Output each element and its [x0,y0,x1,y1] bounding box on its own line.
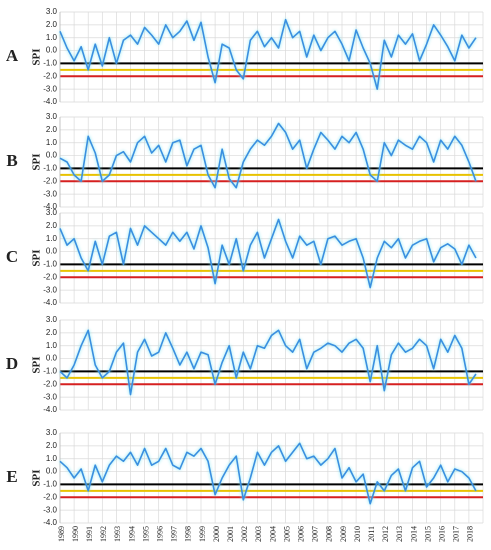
y-axis-label: SPI [31,469,43,486]
y-tick-label: 3.0 [46,7,58,16]
x-tick-label: 2000 [212,526,221,542]
x-tick-label: 1989 [57,526,66,542]
x-tick-label: 2003 [254,526,263,542]
x-tick-label: 2018 [466,526,475,542]
x-tick-label: 2010 [353,526,362,542]
x-tick-label: 2001 [226,526,235,542]
x-tick-label: 1993 [113,526,122,542]
y-tick-label: 3.0 [46,208,58,217]
y-tick-label: 2.0 [46,328,58,337]
x-tick-label: 1991 [85,526,94,542]
y-tick-label: 1.0 [46,341,58,350]
y-tick-label: -4.0 [43,97,57,106]
y-tick-label: -2.0 [43,71,57,80]
y-axis-label: SPI [31,356,43,373]
x-tick-label: 1992 [99,526,108,542]
spi-line [59,122,477,189]
spi-line [59,329,477,396]
y-tick-label: 1.0 [46,33,58,42]
y-tick-label: -4.0 [43,202,57,211]
y-tick-label: 1.0 [46,234,58,243]
y-tick-label: 2.0 [46,125,58,134]
x-tick-label: 2006 [297,526,306,542]
y-tick-label: 1.0 [46,454,58,463]
y-tick-label: -3.0 [43,505,57,514]
y-axis-label: SPI [31,48,43,65]
y-tick-label: 0.0 [46,247,58,256]
x-tick-label: 1990 [71,526,80,542]
panel: 3.0 2.0 1.0 0.0 -1.0 -2.0 -3.0 -4.0 [43,315,484,414]
x-tick-label: 2007 [311,526,320,542]
panel: 3.0 2.0 1.0 0.0 -1.0 -2.0 -3.0 -4.0 [43,7,484,106]
y-tick-label: -2.0 [43,379,57,388]
y-tick-label: -1.0 [43,260,57,269]
y-tick-label: 3.0 [46,112,58,121]
x-tick-label: 2008 [325,526,334,542]
x-tick-label: 2016 [438,526,447,542]
x-tick-label: 1997 [170,526,179,542]
y-tick-label: -4.0 [43,298,57,307]
panel-label: A [6,46,19,65]
y-tick-label: 2.0 [46,441,58,450]
y-tick-label: 2.0 [46,221,58,230]
panel: 3.0 2.0 1.0 0.0 -1.0 -2.0 -3.0 -4.0 [43,428,484,527]
y-tick-label: -1.0 [43,164,57,173]
y-tick-label: 3.0 [46,428,58,437]
x-tick-label: 2004 [268,526,277,542]
spi-line [59,442,477,505]
y-tick-label: -4.0 [43,518,57,527]
y-tick-label: 0.0 [46,151,58,160]
y-tick-label: -2.0 [43,176,57,185]
panel: 3.0 2.0 1.0 0.0 -1.0 -2.0 -3.0 -4.0 [43,208,484,307]
panel-label: E [6,467,17,486]
y-tick-label: 2.0 [46,20,58,29]
panel-label: B [6,151,17,170]
y-tick-label: -2.0 [43,272,57,281]
spi-line [59,218,477,289]
x-tick-label: 2013 [395,526,404,542]
y-tick-label: 3.0 [46,315,58,324]
panel-label: D [6,354,18,373]
spi-line [59,18,477,90]
x-tick-label: 2015 [423,526,432,542]
y-tick-label: -3.0 [43,392,57,401]
x-tick-label: 2009 [339,526,348,542]
x-tick-label: 1998 [184,526,193,542]
y-tick-label: 0.0 [46,467,58,476]
y-tick-label: -3.0 [43,189,57,198]
y-tick-label: -1.0 [43,59,57,68]
y-tick-label: -3.0 [43,84,57,93]
y-tick-label: 0.0 [46,46,58,55]
x-tick-label: 1996 [156,526,165,542]
x-tick-label: 2005 [282,526,291,542]
x-tick-label: 2011 [367,526,376,542]
y-tick-label: 1.0 [46,138,58,147]
y-tick-label: -4.0 [43,405,57,414]
x-tick-label: 1999 [198,526,207,542]
x-tick-label: 1994 [127,526,136,542]
x-tick-label: 1995 [141,526,150,542]
y-tick-label: 0.0 [46,354,58,363]
x-tick-label: 2014 [409,526,418,542]
x-tick-label: 2012 [381,526,390,542]
x-tick-label: 2002 [240,526,249,542]
y-tick-label: -1.0 [43,367,57,376]
y-axis-label: SPI [31,249,43,266]
x-tick-label: 2017 [452,526,461,542]
y-tick-label: -1.0 [43,480,57,489]
panel-label: C [6,247,18,266]
y-tick-label: -2.0 [43,492,57,501]
y-tick-label: -3.0 [43,285,57,294]
y-axis-label: SPI [31,153,43,170]
panel: 3.0 2.0 1.0 0.0 -1.0 -2.0 -3.0 -4.0 [43,112,484,211]
